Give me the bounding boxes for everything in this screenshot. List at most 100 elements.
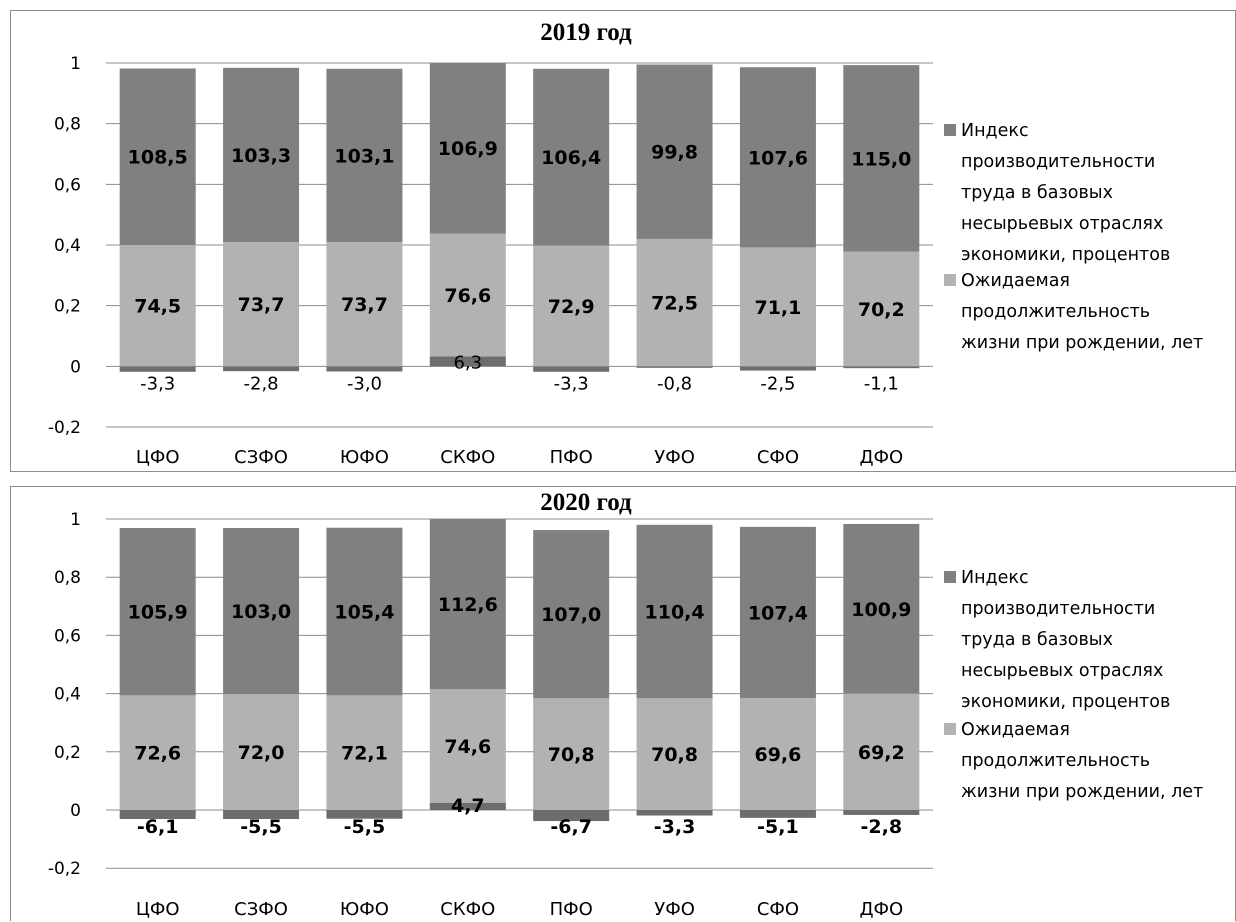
chart-title: 2020 год	[540, 489, 632, 516]
data-label-change: -3,0	[347, 373, 382, 394]
legend-swatch	[944, 571, 956, 583]
data-label-change: -0,8	[657, 373, 692, 394]
bar-segment-productivity	[119, 528, 196, 696]
data-label-life-expectancy: 69,2	[858, 742, 905, 764]
bar-segment-productivity	[636, 524, 713, 699]
data-label-life-expectancy: 74,5	[134, 296, 181, 318]
data-label-life-expectancy: 71,1	[754, 297, 801, 319]
x-category-label: ПФО	[550, 899, 593, 920]
bar-segment-change	[429, 356, 506, 367]
data-label-change: -2,8	[244, 373, 279, 394]
bar-segment-change	[533, 810, 610, 822]
data-label-change: -6,7	[550, 816, 592, 838]
legend-entry-text: Индекс	[961, 568, 1029, 588]
bar-segment-change	[739, 810, 816, 818]
x-category-label: СКФО	[440, 447, 495, 468]
data-label-life-expectancy: 73,7	[238, 294, 285, 316]
legend-swatch	[944, 274, 956, 286]
bar-segment-life-expectancy	[326, 695, 403, 810]
data-label-change: -3,3	[140, 373, 175, 394]
data-label-productivity: 106,4	[541, 147, 601, 169]
x-category-label: СФО	[757, 899, 799, 920]
x-category-label: ПФО	[550, 447, 593, 468]
bar-segment-life-expectancy	[429, 233, 506, 357]
bar-segment-life-expectancy	[739, 247, 816, 367]
data-label-life-expectancy: 69,6	[754, 744, 801, 766]
data-label-change: -3,3	[554, 373, 589, 394]
bar-segment-change	[429, 802, 506, 810]
legend-entry-text: несырьевых отраслях	[961, 214, 1163, 234]
chart-2019-svg: 2019 год 1 0,8 0,6 0,4 0,2 0 -0,2 108,5 74,5 -3,3 Ц…	[48, 19, 1203, 468]
bar-segment-productivity	[739, 526, 816, 698]
x-category-label: СКФО	[440, 899, 495, 920]
y-tick-label: -0,2	[48, 859, 81, 879]
data-label-productivity: 105,4	[334, 602, 394, 624]
bar-segment-productivity	[533, 68, 610, 246]
legend-entry-text: экономики, процентов	[961, 692, 1170, 712]
data-label-life-expectancy: 72,6	[134, 743, 181, 765]
y-tick-label: 0,4	[54, 236, 81, 256]
bar-segment-life-expectancy	[223, 241, 300, 367]
x-category-label: СЗФО	[234, 447, 288, 468]
data-label-life-expectancy: 70,8	[548, 744, 595, 766]
chart-2020-svg: 2020 год 1 0,8 0,6 0,4 0,2 0 -0,2 105,9 72,6 -6,1 Ц…	[48, 489, 1203, 920]
bar-segment-change	[119, 366, 196, 372]
bar-segment-productivity	[533, 530, 610, 699]
chart-title: 2019 год	[540, 19, 632, 46]
legend-entry-text: жизни при рождении, лет	[961, 782, 1203, 802]
data-label-productivity: 107,6	[748, 147, 808, 169]
data-label-productivity: 103,3	[231, 145, 291, 167]
data-label-change: -2,5	[760, 373, 795, 394]
bar-segment-change	[223, 366, 300, 372]
bar-segment-change	[739, 366, 816, 371]
legend-swatch	[944, 723, 956, 735]
y-tick-label: 0,2	[54, 297, 81, 317]
y-tick-label: 0,6	[54, 626, 81, 646]
x-category-label: СФО	[757, 447, 799, 468]
data-label-life-expectancy: 72,1	[341, 743, 388, 765]
data-label-change: -1,1	[864, 373, 899, 394]
y-tick-label: 0	[70, 801, 81, 821]
data-label-change: -3,3	[654, 816, 696, 838]
bar-segment-productivity	[843, 523, 920, 694]
data-label-productivity: 100,9	[851, 599, 911, 621]
data-label-change: -5,5	[240, 816, 282, 838]
x-category-label: УФО	[654, 899, 695, 920]
bar-segment-change	[636, 810, 713, 816]
bar-segment-productivity	[843, 65, 920, 252]
data-label-life-expectancy: 76,6	[444, 285, 491, 307]
bar-segment-productivity	[429, 519, 506, 690]
data-label-productivity: 105,9	[128, 602, 188, 624]
legend-entry-text: несырьевых отраслях	[961, 661, 1163, 681]
bar-segment-productivity	[739, 67, 816, 248]
bar-segment-change	[843, 366, 920, 369]
data-label-life-expectancy: 72,9	[548, 296, 595, 318]
y-tick-label: 0	[70, 357, 81, 377]
bar-segment-life-expectancy	[119, 695, 196, 810]
bar-segment-productivity	[223, 67, 300, 242]
y-tick-label: 1	[70, 510, 81, 530]
legend-entry-text: экономики, процентов	[961, 245, 1170, 265]
data-label-productivity: 108,5	[128, 147, 188, 169]
legend-entry-text: Ожидаемая	[961, 271, 1070, 291]
bar-segment-change	[636, 366, 713, 368]
data-label-change: 4,7	[451, 795, 485, 817]
x-category-label: ЦФО	[136, 899, 180, 920]
data-label-change: -5,5	[344, 816, 386, 838]
bar-segment-productivity	[326, 68, 403, 242]
data-label-change: 6,3	[453, 352, 482, 373]
legend-entry-text: производительности	[961, 152, 1155, 172]
legend-entry-text: продолжительность	[961, 751, 1150, 771]
data-label-productivity: 107,4	[748, 602, 808, 624]
x-category-label: ДФО	[859, 447, 903, 468]
legend-swatch	[944, 124, 956, 136]
legend-entry-text: Ожидаемая	[961, 720, 1070, 740]
bar-segment-life-expectancy	[843, 251, 920, 367]
legend-entry-text: труда в базовых	[961, 630, 1113, 650]
data-label-productivity: 99,8	[651, 142, 698, 164]
bar-segment-productivity	[119, 68, 196, 246]
bar-segment-productivity	[223, 528, 300, 695]
bar-segment-life-expectancy	[429, 689, 506, 803]
data-label-life-expectancy: 70,2	[858, 299, 905, 321]
data-label-productivity: 107,0	[541, 604, 601, 626]
